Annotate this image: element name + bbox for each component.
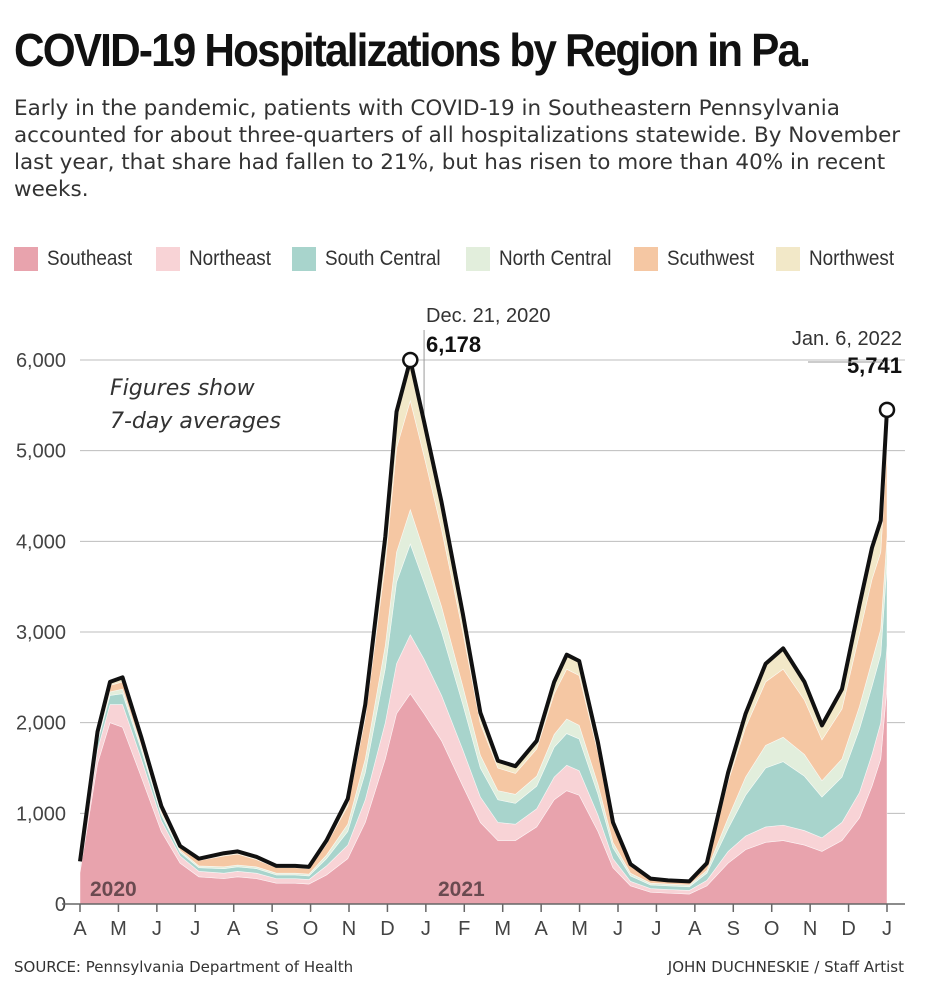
legend-item-southwest: Scuthwest: [634, 244, 764, 274]
axes: 0 1,000 2,000 3,000 4,000 5,000 6,000 A M J J A S O N D…: [16, 350, 905, 940]
legend-label: Scuthwest: [667, 247, 755, 270]
x-tick-label: D: [841, 918, 855, 940]
x-tick-label: O: [764, 918, 780, 940]
x-tick-label: J: [651, 918, 661, 940]
legend-label: North Central: [499, 247, 612, 270]
legend-swatch: [634, 247, 658, 271]
credit: JOHN DUCHNESKIE / Staff Artist: [667, 958, 904, 976]
y-tick-label: 1,000: [16, 803, 66, 825]
y-tick-label: 4,000: [16, 531, 66, 553]
legend-item-northeast: Northeast: [156, 244, 280, 274]
x-tick-label: D: [380, 918, 394, 940]
year-label-2020: 2020: [90, 878, 137, 901]
peak1-value: 6,178: [426, 332, 481, 357]
legend-item-south-central: South Central: [292, 244, 453, 274]
legend-swatch: [156, 247, 180, 271]
x-tick-label: A: [73, 918, 87, 940]
total-line: [78, 358, 889, 884]
legend-swatch: [776, 247, 800, 271]
note-line-2: 7-day averages: [110, 409, 281, 434]
x-tick-label: M: [494, 918, 511, 940]
x-tick-label: J: [882, 918, 892, 940]
x-tick-label: A: [534, 918, 548, 940]
peak-marker: [402, 351, 419, 369]
annotations: Figures show 7-day averages 2020 2021 De…: [90, 305, 902, 901]
x-tick-label: J: [421, 918, 431, 940]
x-tick-label: F: [458, 918, 470, 940]
legend-swatch: [14, 247, 38, 271]
x-tick-label: M: [571, 918, 588, 940]
peak-marker: [878, 401, 896, 419]
legend-label: Northeast: [189, 247, 271, 270]
x-tick-label: J: [190, 918, 200, 940]
peak2-date: Jan. 6, 2022: [792, 328, 902, 350]
x-tick-label: J: [152, 918, 162, 940]
x-tick-label: J: [613, 918, 623, 940]
x-tick-label: O: [303, 918, 319, 940]
y-tick-label: 0: [55, 894, 66, 916]
legend-item-north-central: North Central: [466, 244, 624, 274]
x-tick-label: S: [727, 918, 740, 940]
y-tick-label: 3,000: [16, 622, 66, 644]
legend-label: South Central: [325, 247, 441, 270]
chart-subtitle: Early in the pandemic, patients with COV…: [14, 96, 901, 202]
legend-label: Southeast: [47, 247, 133, 270]
peak1-date: Dec. 21, 2020: [426, 305, 551, 327]
legend-item-northwest: Northwest: [776, 244, 904, 274]
legend-swatch: [292, 247, 316, 271]
source-note: SOURCE: Pennsylvania Department of Healt…: [14, 958, 354, 976]
legend: Southeast Northeast South Central North …: [14, 244, 914, 274]
year-label-2021: 2021: [438, 878, 485, 901]
peak2-value: 5,741: [847, 353, 902, 378]
y-tick-label: 6,000: [16, 350, 66, 372]
legend-swatch: [466, 247, 490, 271]
x-tick-label: S: [265, 918, 278, 940]
x-tick-label: A: [227, 918, 241, 940]
hospitalizations-chart: 0 1,000 2,000 3,000 4,000 5,000 6,000 A M J J A S O N D…: [16, 305, 905, 940]
y-tick-label: 2,000: [16, 713, 66, 735]
x-tick-label: A: [688, 918, 702, 940]
legend-label: Northwest: [809, 247, 895, 270]
note-line-1: Figures show: [110, 376, 256, 401]
x-tick-label: M: [110, 918, 127, 940]
chart-title: COVID-19 Hospitalizations by Region in P…: [14, 24, 811, 76]
legend-item-southeast: Southeast: [14, 244, 142, 274]
stacked-areas: [78, 358, 889, 905]
x-tick-label: N: [803, 918, 817, 940]
x-tick-label: N: [342, 918, 356, 940]
y-tick-label: 5,000: [16, 441, 66, 463]
